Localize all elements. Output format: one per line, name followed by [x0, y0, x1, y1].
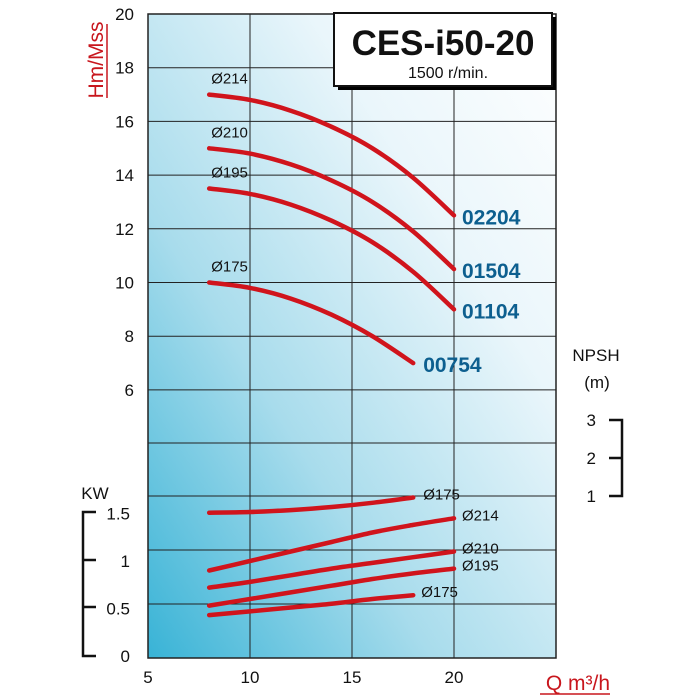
model-label-00754: 00754	[423, 354, 482, 377]
power-curve-d175	[206, 592, 416, 618]
power-tick-1: 1	[121, 552, 130, 571]
npsh-tick-3: 3	[587, 411, 596, 430]
head-curve-d214	[206, 92, 457, 218]
head-tick-16: 16	[115, 112, 134, 131]
power-curve-d210	[206, 549, 457, 590]
head-tick-8: 8	[125, 327, 134, 346]
head-axis-label: Hm/Mss	[85, 22, 108, 99]
x-tick-10: 10	[241, 668, 260, 687]
x-tick-5: 5	[143, 668, 152, 687]
head-tick-18: 18	[115, 59, 134, 78]
flow-axis-label: Q m³/h	[546, 672, 610, 695]
x-tick-15: 15	[343, 668, 362, 687]
npsh-curve	[206, 495, 416, 515]
head-tick-12: 12	[115, 220, 134, 239]
head-curve-d210	[206, 146, 457, 272]
power-diameter-label: Ø210	[462, 541, 499, 558]
head-diameter-label: Ø195	[211, 165, 248, 182]
npsh-bracket	[609, 418, 624, 498]
curves	[206, 92, 457, 618]
head-curve-d175	[206, 280, 416, 366]
power-tick-0: 0	[121, 647, 130, 666]
power-diameter-label: Ø214	[462, 507, 499, 524]
head-diameter-label: Ø175	[211, 259, 248, 276]
power-tick-0.5: 0.5	[106, 600, 130, 619]
power-bracket	[81, 510, 96, 658]
power-curve-d214	[206, 516, 457, 573]
npsh-axis-unit: (m)	[584, 373, 609, 392]
power-diameter-label: Ø175	[421, 584, 458, 601]
npsh-axis-label: NPSH	[572, 346, 619, 365]
head-curve-d195	[206, 186, 457, 312]
x-tick-20: 20	[445, 668, 464, 687]
chart-title: CES-i50-20	[352, 24, 535, 63]
head-tick-20: 20	[115, 5, 134, 24]
power-diameter-label: Ø195	[462, 558, 499, 575]
model-label-01504: 01504	[462, 260, 521, 283]
npsh-diameter-label: Ø175	[423, 487, 460, 504]
head-tick-10: 10	[115, 274, 134, 293]
npsh-tick-1: 1	[587, 487, 596, 506]
title-box: CES-i50-20 1500 r/min.	[333, 12, 556, 90]
power-curve-d195	[206, 566, 457, 608]
model-label-02204: 02204	[462, 206, 521, 229]
chart-subtitle: 1500 r/min.	[408, 65, 488, 82]
head-tick-6: 6	[125, 381, 134, 400]
power-axis-label: KW	[81, 484, 108, 503]
power-tick-1.5: 1.5	[106, 505, 130, 524]
head-diameter-label: Ø214	[211, 71, 248, 88]
model-label-01104: 01104	[462, 300, 520, 323]
curve-labels: Ø214 02204 Ø210 01504 Ø195 01104 Ø175 00754 Ø175…	[211, 71, 521, 602]
npsh-tick-2: 2	[587, 449, 596, 468]
head-diameter-label: Ø210	[211, 124, 248, 141]
head-tick-14: 14	[115, 166, 134, 185]
